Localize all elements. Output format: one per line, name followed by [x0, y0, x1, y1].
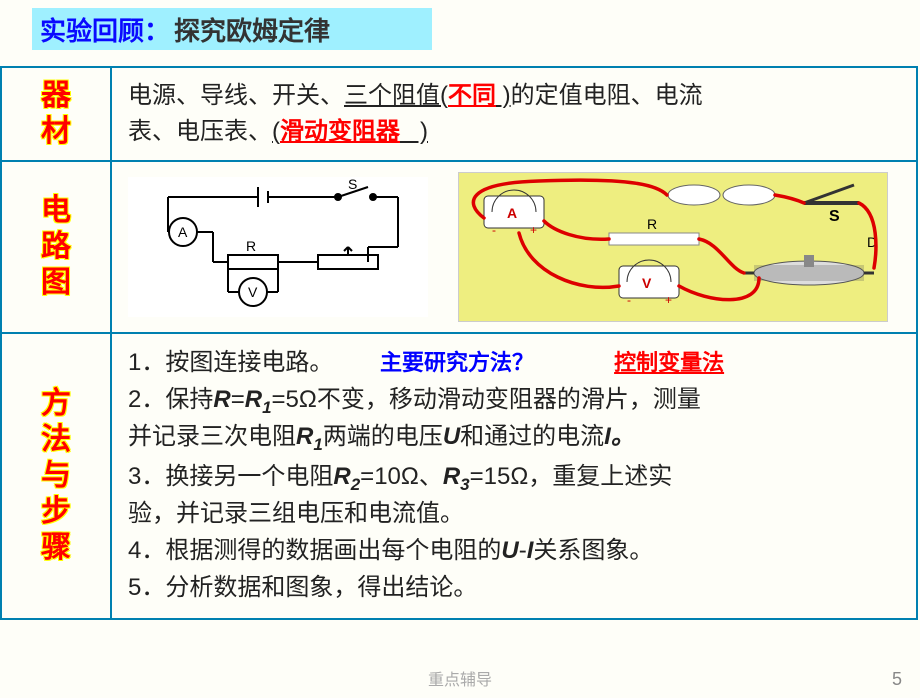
row-label-circuit: 电 路 图 [1, 161, 111, 333]
page-number: 5 [892, 669, 902, 690]
step1: 1．按图连接电路。 [128, 349, 333, 376]
mat-underline1: 三个阻值( [344, 82, 448, 109]
step5: 5．分析数据和图象，得出结论。 [128, 574, 477, 601]
footer-center: 重点辅导 [0, 666, 920, 690]
method-cell: 1．按图连接电路。 主要研究方法？ 控制变量法 2．保持R=R1=5Ω不变，移动… [111, 333, 917, 619]
mat-underline1b: ) [496, 82, 511, 109]
svg-text:S: S [829, 208, 840, 225]
title-main: 探究欧姆定律 [174, 11, 330, 48]
svg-text:V: V [642, 275, 652, 291]
svg-text:A: A [178, 224, 188, 240]
method-question: 主要研究方法？ [380, 350, 534, 375]
content-table: 器 材 电源、导线、开关、三个阻值(不同 )的定值电阻、电流 表、电压表、(滑动… [0, 66, 918, 620]
title-band: 实验回顾： 探究欧姆定律 [32, 8, 432, 50]
circuit-real: S A - + V [458, 172, 888, 322]
mat-paren-close: ) [400, 118, 428, 145]
svg-text:R: R [246, 238, 256, 254]
row-label-materials: 器 材 [1, 67, 111, 161]
mat-fill1: 不同 [448, 82, 496, 109]
title-prefix: 实验回顾： [40, 11, 170, 48]
materials-cell: 电源、导线、开关、三个阻值(不同 )的定值电阻、电流 表、电压表、(滑动变阻器 … [111, 67, 917, 161]
mat-fill2: 滑动变阻器 [280, 118, 400, 145]
svg-text:-: - [492, 223, 496, 237]
mat-paren-open: ( [272, 118, 280, 145]
svg-text:+: + [530, 223, 537, 237]
method-answer: 控制变量法 [614, 350, 724, 375]
svg-text:V: V [248, 284, 258, 300]
svg-text:R: R [647, 216, 657, 232]
circuit-schematic: S R [128, 177, 428, 317]
svg-text:S: S [348, 177, 357, 192]
row-label-method: 方 法 与 步 骤 [1, 333, 111, 619]
mat-text-pre: 电源、导线、开关、 [128, 82, 344, 109]
circuit-cell: S R [111, 161, 917, 333]
svg-text:-: - [627, 293, 631, 307]
svg-text:A: A [507, 205, 517, 221]
svg-text:+: + [665, 293, 672, 307]
